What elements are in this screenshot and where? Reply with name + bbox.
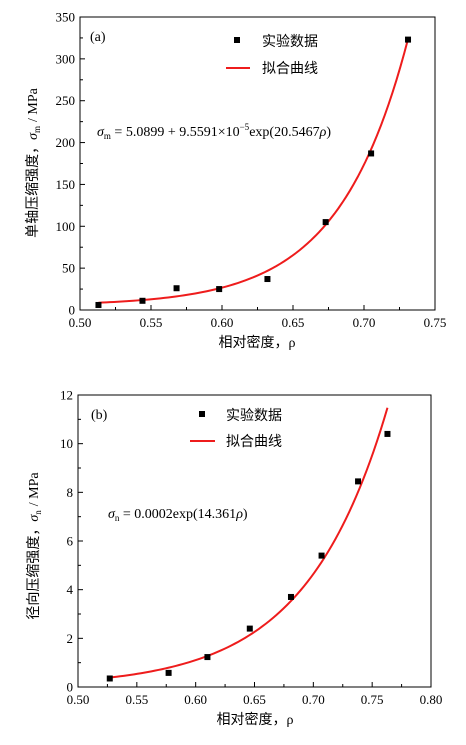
chart-a-ylabel-unit: / MPa (26, 87, 41, 122)
chart-a-markers-layer (95, 36, 412, 308)
chart-b: 0.50 0.55 0.60 0.65 0.70 0.75 0.80 0 2 4 6 8 10 12 (b… (26, 388, 442, 729)
chart-b-legend-markers-label: 实验数据 (226, 408, 282, 424)
chart-b-ytick-label: 8 (67, 485, 74, 500)
chart-a-panel-label: (a) (90, 30, 106, 45)
chart-a-equation: σm = 5.0899 + 9.5591×10−5exp(20.5467ρ) (97, 122, 331, 141)
chart-b-xtick-label: 0.70 (302, 692, 325, 707)
chart-a-xtick-label: 0.70 (353, 315, 376, 330)
chart-a-fit-layer (98, 38, 409, 304)
chart-a-legend-markers-label: 实验数据 (262, 34, 318, 50)
chart-b-eq-symbol: σ (108, 507, 116, 522)
chart-a-ytick-label: 200 (56, 135, 76, 150)
chart-a-fit-curve (98, 38, 409, 304)
chart-b-ylabel-prefix: 径向压缩强度， (26, 522, 42, 620)
chart-a-ytick-label: 350 (56, 10, 76, 25)
chart-b-ylabel-unit: / MPa (27, 472, 42, 507)
chart-a-data-point (139, 297, 146, 304)
chart-a-ylabel-prefix: 单轴压缩强度， (25, 140, 41, 238)
chart-a-legend-fit-label: 拟合曲线 (262, 61, 318, 77)
chart-a-data-point (405, 36, 412, 43)
chart-a-xlabel: 相对密度，ρ (219, 334, 296, 351)
chart-a-xtick-label: 0.50 (69, 315, 92, 330)
chart-b-ytick-label: 10 (60, 436, 73, 451)
chart-b-data-point (106, 675, 113, 682)
chart-a-eq-rhs2: exp(20.5467 (249, 125, 319, 140)
chart-a-eq-sub: m (104, 131, 111, 141)
chart-b-xtick-label: 0.80 (420, 692, 443, 707)
chart-a-eq-symbol: σ (97, 125, 105, 140)
chart-a: 0.50 0.55 0.60 0.65 0.70 0.75 0 50 100 150 200 250 3… (25, 10, 446, 352)
chart-b-data-point (246, 625, 253, 632)
chart-b-ytick-label: 4 (67, 582, 74, 597)
chart-a-ylabel-symbol: σ (26, 132, 41, 140)
chart-b-fit-curve (109, 407, 389, 679)
chart-a-ytick-label: 100 (56, 219, 76, 234)
chart-a-xtick-label: 0.65 (282, 315, 305, 330)
chart-a-eq-exp: −5 (240, 122, 250, 132)
chart-b-xlabel: 相对密度，ρ (217, 711, 294, 728)
chart-b-fit-layer (109, 407, 389, 679)
chart-a-ytick-label: 150 (56, 177, 76, 192)
chart-a-ylabel-sub: m (32, 126, 42, 133)
chart-b-ytick-label: 0 (67, 680, 74, 695)
chart-a-data-point (173, 285, 180, 292)
chart-b-xtick-label: 0.50 (67, 692, 90, 707)
chart-a-data-point (95, 301, 102, 308)
chart-a-ytick-label: 0 (69, 303, 76, 318)
chart-a-ticks: 0.50 0.55 0.60 0.65 0.70 0.75 0 50 100 150 200 250 3… (56, 10, 447, 331)
chart-a-xtick-label: 0.75 (424, 315, 447, 330)
chart-a-plot-frame (79, 16, 436, 311)
chart-b-data-point (287, 593, 294, 600)
chart-a-data-point (368, 150, 375, 157)
chart-a-legend: 实验数据 拟合曲线 (226, 34, 318, 77)
chart-b-ytick-label: 6 (67, 534, 74, 549)
chart-b-xtick-label: 0.75 (361, 692, 384, 707)
chart-b-legend-fit-label: 拟合曲线 (226, 434, 282, 450)
chart-b-panel-label: (b) (91, 408, 108, 423)
chart-a-data-point (216, 286, 223, 293)
chart-b-data-point (384, 430, 391, 437)
chart-b-markers-layer (106, 430, 391, 682)
chart-b-equation: σn = 0.0002exp(14.361ρ) (108, 507, 248, 523)
chart-b-eq-rho: ρ (235, 507, 243, 522)
chart-a-eq-rhs1: = 5.0899 + 9.5591×10 (111, 125, 240, 140)
chart-b-ticks: 0.50 0.55 0.60 0.65 0.70 0.75 0.80 0 2 4 6 8 10 12 (60, 388, 442, 708)
chart-b-ylabel-symbol: σ (27, 514, 42, 522)
chart-b-xtick-label: 0.60 (184, 692, 207, 707)
chart-b-eq-close: ) (243, 507, 248, 522)
chart-b-data-point (204, 654, 211, 661)
chart-b-ylabel-sub: n (33, 510, 43, 515)
chart-b-xtick-label: 0.65 (243, 692, 266, 707)
chart-b-data-point (165, 669, 172, 676)
chart-a-legend-marker-swatch (234, 37, 240, 43)
chart-a-ylabel: 单轴压缩强度，σm / MPa (25, 87, 42, 238)
chart-b-data-point (318, 552, 325, 559)
chart-a-data-point (264, 276, 271, 283)
chart-a-xtick-label: 0.60 (211, 315, 234, 330)
chart-b-ytick-label: 2 (67, 631, 74, 646)
chart-b-xtick-label: 0.55 (125, 692, 148, 707)
chart-b-eq-sub: n (115, 513, 120, 523)
chart-b-legend-marker-swatch (199, 411, 205, 417)
chart-b-legend: 实验数据 拟合曲线 (190, 408, 282, 450)
chart-a-ytick-label: 250 (56, 93, 76, 108)
chart-a-eq-close: ) (326, 125, 331, 140)
chart-b-ytick-label: 12 (60, 388, 73, 403)
chart-a-ytick-label: 300 (56, 51, 76, 66)
chart-a-data-point (322, 219, 329, 226)
chart-b-ylabel: 径向压缩强度，σn / MPa (26, 472, 43, 620)
chart-b-data-point (355, 478, 362, 485)
chart-b-eq-rhs1: = 0.0002exp(14.361 (119, 507, 236, 522)
chart-a-xtick-label: 0.55 (140, 315, 163, 330)
chart-a-ytick-label: 50 (62, 261, 75, 276)
chart-a-eq-rho: ρ (319, 125, 327, 140)
